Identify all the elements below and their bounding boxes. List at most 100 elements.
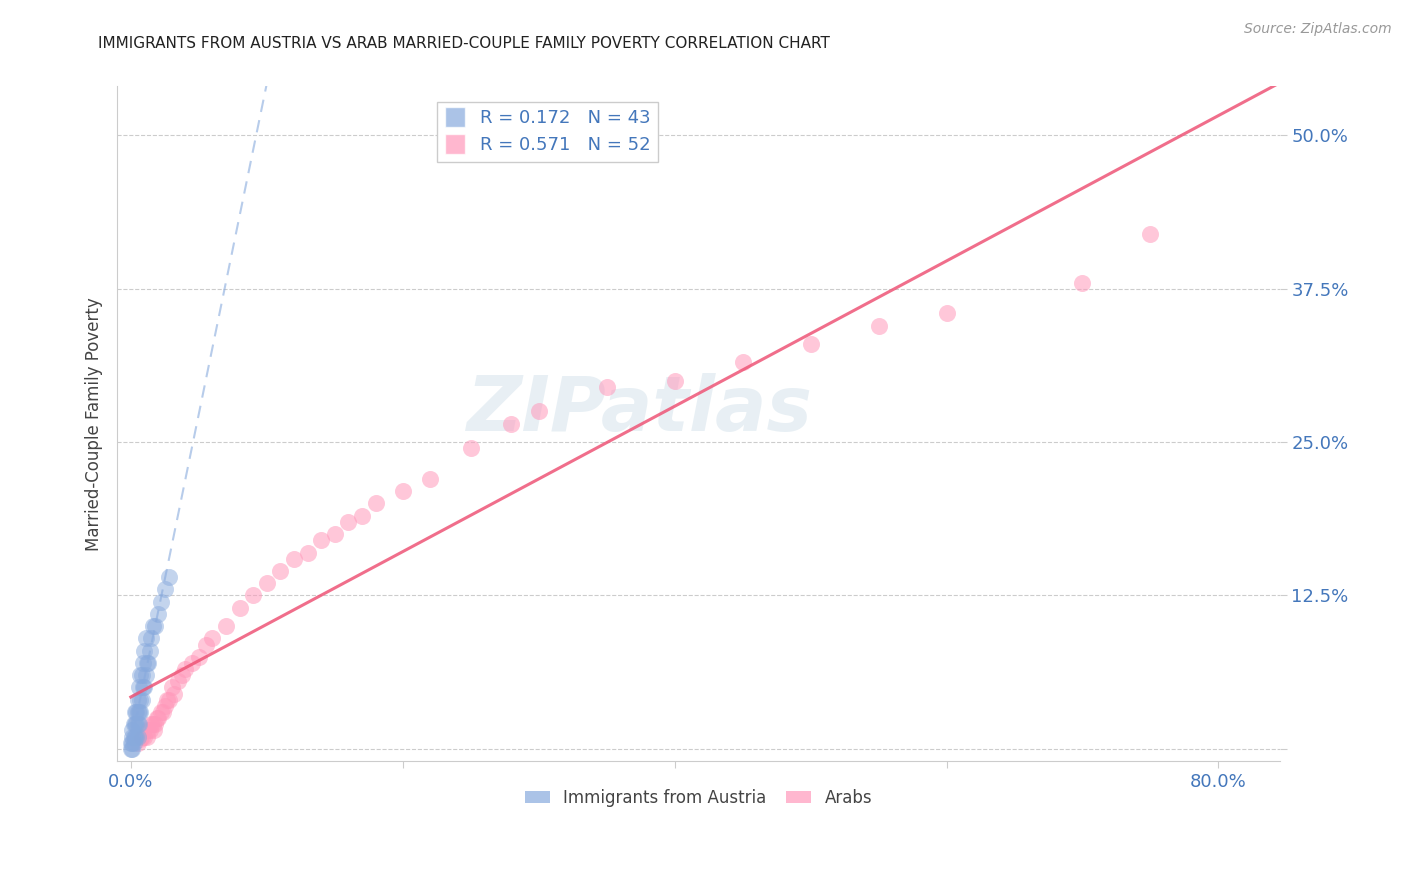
Point (134, 730, 156, 744)
Point (364, 496, 387, 510)
Point (1139, 227, 1161, 241)
Point (215, 619, 238, 633)
Point (131, 730, 153, 744)
Point (157, 692, 180, 706)
Point (337, 515, 360, 529)
Point (143, 717, 166, 731)
Point (120, 736, 142, 750)
Point (125, 730, 148, 744)
Text: IMMIGRANTS FROM AUSTRIA VS ARAB MARRIED-COUPLE FAMILY POVERTY CORRELATION CHART: IMMIGRANTS FROM AUSTRIA VS ARAB MARRIED-… (98, 36, 831, 51)
Point (138, 656, 160, 670)
Y-axis label: Married-Couple Family Poverty: Married-Couple Family Poverty (86, 297, 103, 550)
Point (127, 717, 149, 731)
Point (121, 723, 143, 738)
Point (138, 723, 160, 738)
Point (128, 717, 150, 731)
Point (460, 442, 482, 456)
Point (156, 692, 179, 706)
Point (309, 533, 332, 548)
Point (868, 318, 890, 333)
Point (146, 711, 169, 725)
Point (125, 717, 148, 731)
Point (132, 656, 155, 670)
Point (297, 545, 319, 559)
Point (145, 711, 167, 725)
Point (128, 705, 150, 719)
Point (141, 717, 163, 731)
Point (134, 681, 156, 695)
Point (121, 741, 143, 756)
Point (141, 632, 163, 646)
Point (120, 741, 142, 756)
Point (269, 564, 291, 578)
Point (135, 668, 157, 682)
Point (134, 643, 156, 657)
Point (136, 730, 159, 744)
Point (664, 374, 686, 388)
Point (131, 692, 153, 706)
Point (419, 472, 441, 486)
Point (242, 589, 264, 603)
Point (1071, 276, 1094, 290)
Point (350, 508, 373, 523)
Point (127, 736, 149, 750)
Point (527, 404, 550, 418)
Point (143, 619, 166, 633)
Point (122, 736, 145, 750)
Point (187, 649, 209, 664)
Point (127, 705, 149, 719)
Point (132, 681, 155, 695)
Point (141, 717, 163, 731)
Point (256, 576, 278, 591)
Point (121, 736, 143, 750)
Point (152, 705, 174, 719)
Point (323, 527, 346, 541)
Point (149, 705, 172, 719)
Point (194, 638, 217, 652)
Legend: Immigrants from Austria, Arabs: Immigrants from Austria, Arabs (517, 782, 879, 814)
Point (124, 717, 146, 731)
Point (153, 698, 176, 713)
Point (124, 705, 146, 719)
Point (139, 723, 162, 738)
Point (595, 380, 617, 394)
Point (181, 656, 204, 670)
Point (139, 643, 162, 657)
Point (167, 674, 190, 689)
Point (129, 705, 152, 719)
Point (172, 668, 194, 682)
Point (391, 484, 413, 499)
Point (149, 594, 172, 608)
Point (141, 619, 163, 633)
Point (228, 600, 250, 615)
Point (131, 668, 153, 682)
Point (163, 687, 186, 701)
Text: Source: ZipAtlas.com: Source: ZipAtlas.com (1244, 22, 1392, 37)
Point (129, 731, 152, 746)
Point (136, 656, 159, 670)
Point (124, 730, 146, 744)
Point (800, 337, 823, 351)
Point (127, 692, 149, 706)
Text: ZIPatlas: ZIPatlas (467, 373, 813, 447)
Point (935, 306, 957, 320)
Point (122, 717, 145, 731)
Point (731, 355, 754, 369)
Point (121, 730, 143, 744)
Point (129, 692, 152, 706)
Point (125, 705, 148, 719)
Point (201, 632, 224, 646)
Point (153, 582, 176, 597)
Point (135, 632, 157, 646)
Point (142, 723, 165, 738)
Point (122, 730, 145, 744)
Point (157, 570, 180, 584)
Point (127, 730, 149, 744)
Point (146, 607, 169, 621)
Point (174, 662, 197, 676)
Point (129, 668, 152, 682)
Point (501, 417, 523, 431)
Point (160, 681, 183, 695)
Point (283, 551, 305, 566)
Point (128, 681, 150, 695)
